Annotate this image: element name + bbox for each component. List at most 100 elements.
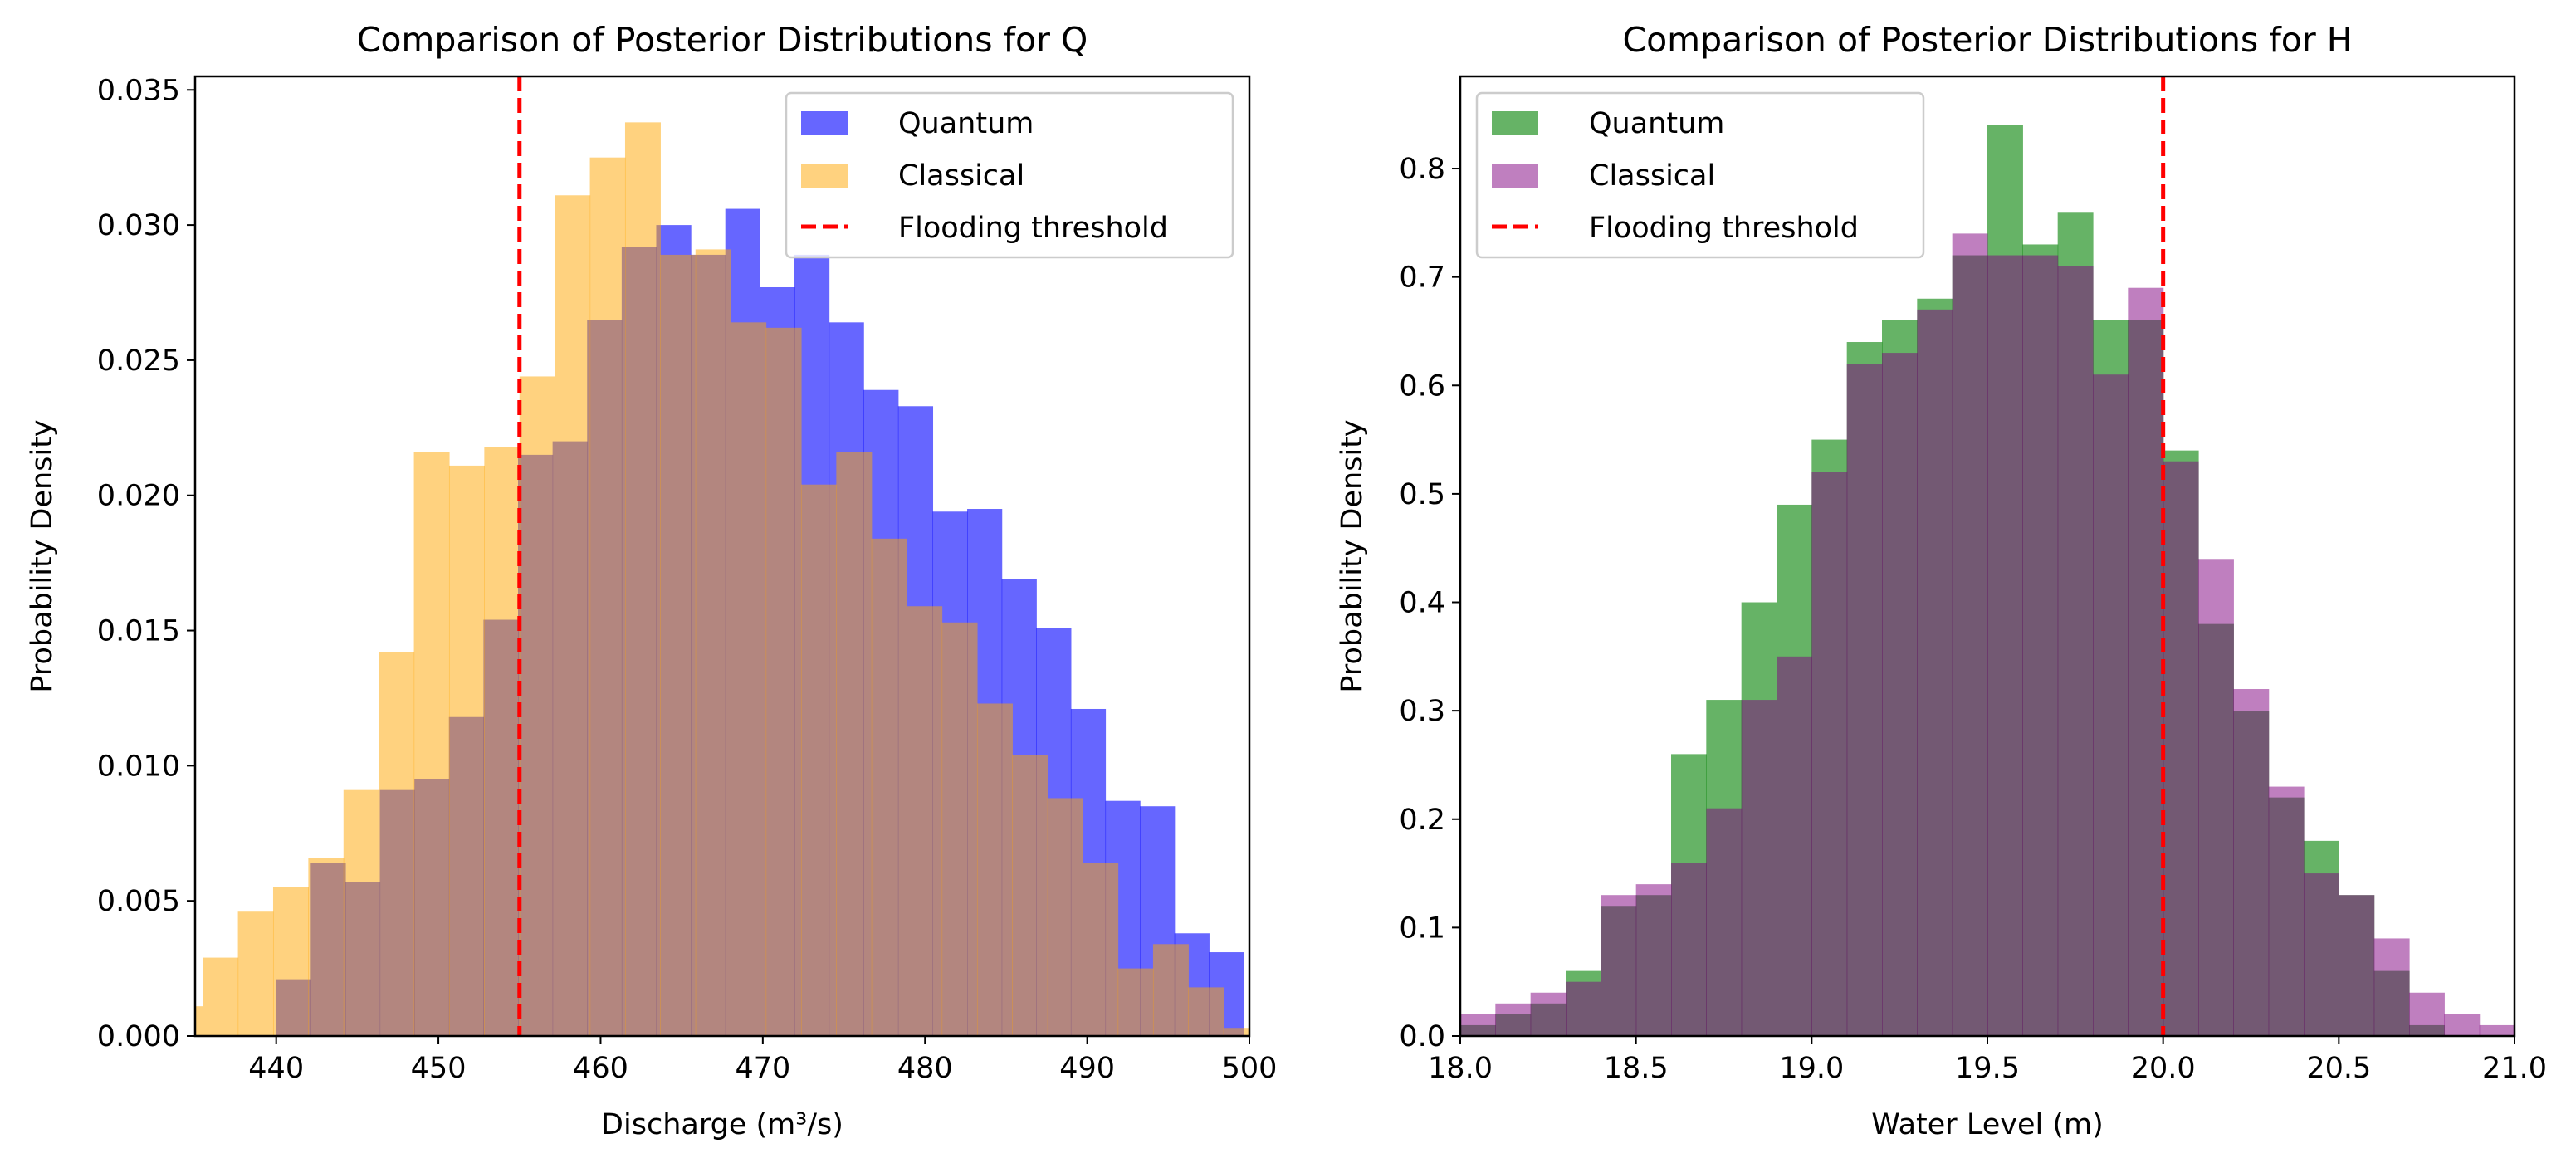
discharge-classical-bar	[976, 703, 1013, 1036]
discharge-y-tick-label: 0.010	[97, 750, 180, 783]
discharge-classical-bar	[871, 538, 907, 1036]
water-level-legend-label-threshold: Flooding threshold	[1589, 212, 1859, 245]
discharge-chart-title: Comparison of Posterior Distributions fo…	[357, 20, 1088, 60]
discharge-classical-bar	[308, 858, 345, 1036]
water-level-classical-bar	[1952, 233, 1988, 1036]
discharge-legend-label-quantum: Quantum	[898, 107, 1034, 140]
discharge-classical-bar	[1188, 987, 1224, 1036]
discharge-classical-bar	[660, 254, 697, 1036]
water-level-x-tick-label: 21.0	[2482, 1052, 2547, 1085]
discharge-legend-swatch-quantum	[801, 111, 848, 135]
water-level-x-tick-label: 20.0	[2131, 1052, 2196, 1085]
discharge-classical-bar	[237, 911, 274, 1036]
water-level-classical-bar	[2128, 287, 2164, 1037]
discharge-y-tick-label: 0.035	[97, 74, 180, 107]
discharge-classical-bar	[413, 452, 450, 1036]
water-level-histogram-panel: 18.0 18.5 19.0 19.5 20.0 20.5 21.0 0.00.10.20.…	[1336, 20, 2547, 1141]
water-level-classical-bar	[2444, 1014, 2481, 1036]
discharge-classical-bar	[765, 327, 802, 1037]
water-level-classical-bar	[2093, 374, 2129, 1037]
discharge-y-tick-label: 0.000	[97, 1020, 180, 1053]
discharge-classical-bar	[195, 1006, 203, 1036]
water-level-classical-bar	[1706, 808, 1743, 1036]
water-level-classical-bar	[1777, 656, 1812, 1036]
water-level-x-tick-label: 18.5	[1604, 1052, 1669, 1085]
discharge-classical-bar	[203, 957, 239, 1036]
discharge-classical-bar	[343, 789, 379, 1036]
water-level-classical-series	[1460, 233, 2515, 1037]
water-level-x-tick-label: 20.5	[2306, 1052, 2371, 1085]
water-level-legend-swatch-classical	[1492, 164, 1538, 188]
discharge-bars	[195, 122, 1250, 1037]
discharge-histogram-panel: 440 450 460 470 480 490 500 0.0000.0050.0100.0…	[26, 20, 1277, 1141]
discharge-x-tick-label: 440	[248, 1052, 304, 1085]
discharge-classical-series	[195, 122, 1250, 1037]
water-level-legend-swatch-quantum	[1492, 111, 1538, 135]
discharge-classical-bar	[1152, 944, 1189, 1036]
water-level-y-tick-label: 0.0	[1399, 1020, 1445, 1053]
discharge-x-tick-label: 460	[573, 1052, 628, 1085]
water-level-classical-bar	[1811, 472, 1848, 1036]
discharge-x-tick-label: 480	[897, 1052, 953, 1085]
water-level-y-tick-label: 0.1	[1399, 911, 1445, 945]
discharge-classical-bar	[484, 447, 521, 1036]
discharge-classical-bar	[272, 887, 309, 1036]
discharge-y-tick-label: 0.025	[97, 345, 180, 378]
water-level-y-tick-label: 0.7	[1399, 261, 1445, 295]
water-level-classical-bar	[1882, 353, 1918, 1037]
water-level-classical-bar	[2479, 1024, 2515, 1036]
discharge-classical-bar	[589, 157, 626, 1037]
water-level-y-tick-label: 0.4	[1399, 587, 1445, 620]
water-level-y-tick-label: 0.2	[1399, 804, 1445, 837]
discharge-classical-bar	[1083, 863, 1119, 1036]
discharge-y-tick-label: 0.030	[97, 209, 180, 242]
discharge-legend-swatch-classical	[801, 164, 848, 188]
water-level-legend-label-quantum: Quantum	[1589, 107, 1724, 140]
water-level-legend: Quantum Classical Flooding threshold	[1475, 91, 1925, 259]
water-level-x-axis-label: Water Level (m)	[1871, 1108, 2104, 1141]
discharge-classical-bar	[836, 452, 873, 1036]
water-level-y-tick-label: 0.8	[1399, 153, 1445, 186]
water-level-classical-bar	[1846, 364, 1883, 1036]
water-level-classical-bar	[1635, 884, 1672, 1036]
water-level-x-tick-label: 19.5	[1955, 1052, 2020, 1085]
water-level-bars	[1460, 125, 2515, 1037]
discharge-x-tick-label: 450	[411, 1052, 467, 1085]
discharge-x-axis-label: Discharge (m³/s)	[601, 1108, 843, 1141]
discharge-classical-bar	[941, 622, 978, 1036]
discharge-legend-box	[785, 91, 1234, 259]
discharge-classical-bar	[1223, 1028, 1250, 1036]
water-level-classical-bar	[1566, 981, 1601, 1036]
water-level-classical-bar	[2198, 559, 2234, 1036]
water-level-classical-bar	[2233, 689, 2270, 1036]
discharge-y-ticks: 0.000 0.005 0.010 0.015 0.020 0.025 0.030 0.035	[97, 74, 195, 1053]
discharge-classical-bar	[800, 484, 837, 1036]
discharge-y-tick-label: 0.015	[97, 615, 180, 648]
discharge-classical-bar	[907, 606, 943, 1036]
discharge-axes-frame	[193, 75, 1251, 1038]
water-level-y-tick-label: 0.5	[1399, 478, 1445, 511]
water-level-y-tick-label: 0.6	[1399, 369, 1445, 403]
water-level-classical-bar	[1495, 1003, 1532, 1036]
discharge-x-tick-label: 500	[1222, 1052, 1278, 1085]
water-level-y-tick-label: 0.3	[1399, 695, 1445, 728]
water-level-legend-box	[1475, 91, 1925, 259]
water-level-classical-bar	[2057, 266, 2094, 1037]
water-level-classical-bar	[2339, 895, 2375, 1036]
discharge-y-tick-label: 0.020	[97, 480, 180, 513]
discharge-classical-bar	[555, 195, 591, 1036]
discharge-y-axis-label: Probability Density	[26, 419, 59, 692]
discharge-legend-label-threshold: Flooding threshold	[898, 212, 1168, 245]
water-level-x-tick-label: 18.0	[1428, 1052, 1493, 1085]
water-level-classical-bar	[1987, 255, 2023, 1036]
discharge-classical-bar	[731, 322, 767, 1037]
discharge-classical-bar	[624, 122, 661, 1037]
water-level-x-ticks: 18.0 18.5 19.0 19.5 20.0 20.5 21.0	[1428, 1036, 2547, 1085]
discharge-legend-label-classical: Classical	[898, 159, 1024, 193]
discharge-x-ticks: 440 450 460 470 480 490 500	[248, 1036, 1277, 1085]
water-level-y-ticks: 0.0 0.1 0.2 0.3 0.4 0.5 0.6 0.7 0.8	[1399, 153, 1460, 1053]
water-level-chart-title: Comparison of Posterior Distributions fo…	[1622, 20, 2352, 60]
water-level-classical-bar	[1917, 309, 1953, 1037]
discharge-classical-bar	[448, 465, 485, 1036]
